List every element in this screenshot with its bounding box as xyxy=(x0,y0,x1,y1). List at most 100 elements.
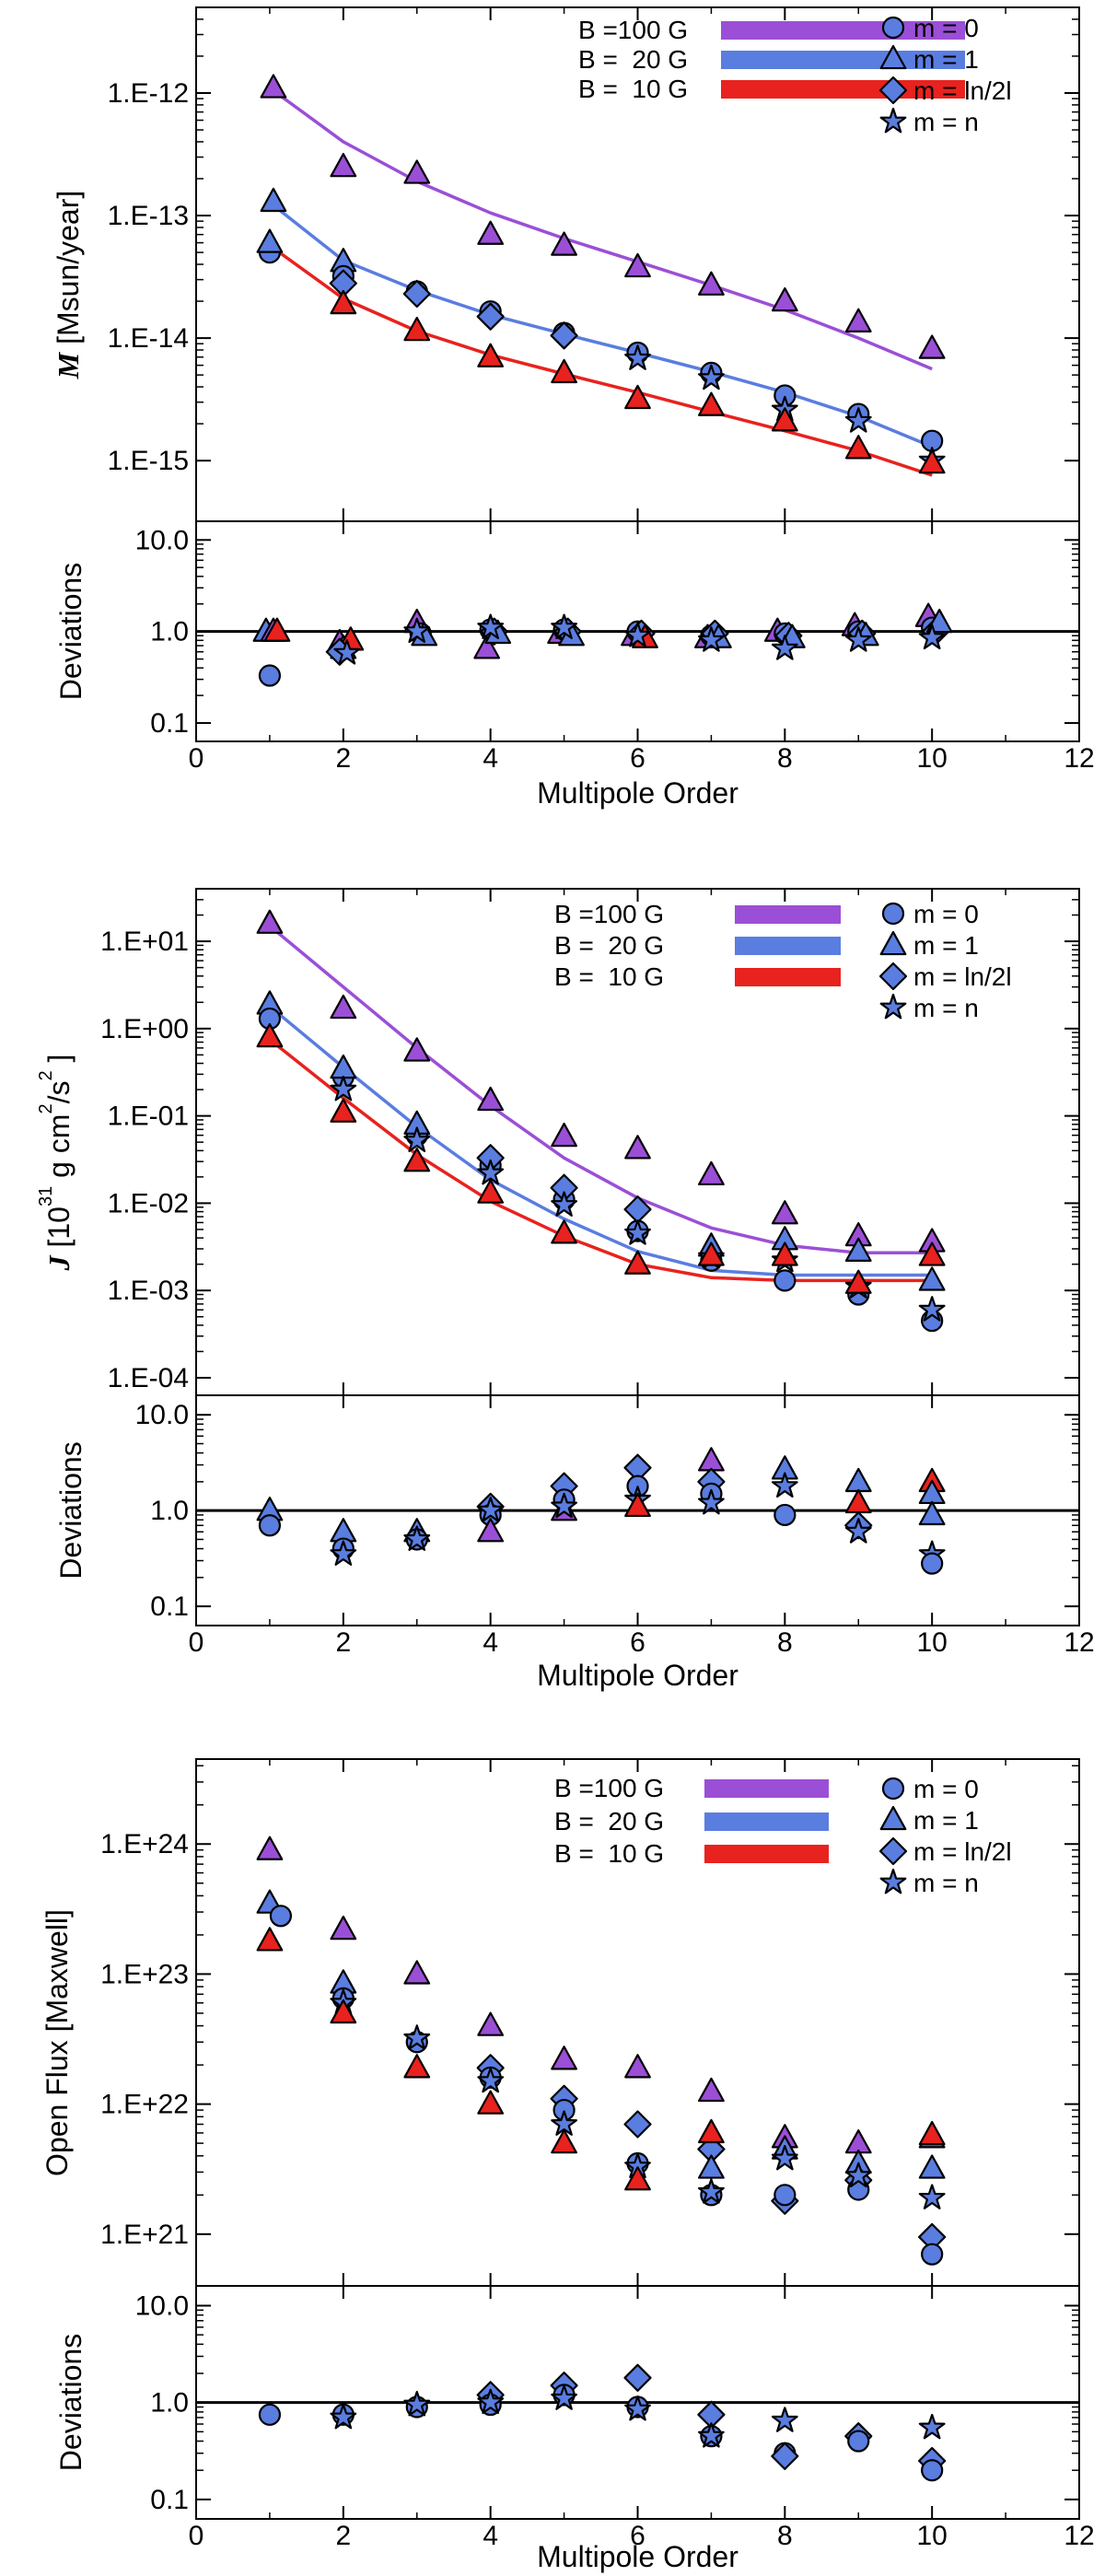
data-point-triangle xyxy=(256,1927,284,1952)
data-point-circle xyxy=(774,2184,797,2207)
data-point-triangle xyxy=(918,2120,946,2146)
legend-marker-circle xyxy=(881,1777,905,1801)
y-axis-title-part: [10 xyxy=(42,1206,76,1255)
data-point-triangle xyxy=(698,2118,725,2144)
legend-marker-circle xyxy=(881,902,905,926)
data-point-triangle xyxy=(477,2011,505,2036)
legend-bfield-swatch xyxy=(735,937,841,955)
data-point-star xyxy=(697,2178,725,2204)
legend-marker-triangle xyxy=(879,44,907,70)
data-point-triangle xyxy=(403,1037,431,1062)
data-point-triangle xyxy=(844,1237,872,1262)
x-tick-label: 4 xyxy=(483,743,498,774)
data-point-triangle xyxy=(844,308,872,332)
data-point-triangle xyxy=(330,289,357,315)
deviation-point-triangle xyxy=(477,1518,505,1543)
legend-marker-label: m = 0 xyxy=(913,900,979,928)
fit-curve-red xyxy=(268,1038,933,1283)
legend-bfield-swatch xyxy=(704,1813,829,1831)
legend-bfield-swatch xyxy=(704,1845,829,1863)
deviation-point-star xyxy=(624,622,651,647)
deviation-point-circle xyxy=(258,664,282,687)
y-axis-title-part: 2 xyxy=(36,1103,56,1113)
data-point-triangle xyxy=(477,1086,505,1112)
deviation-point-star xyxy=(477,2388,505,2415)
data-point-diamond xyxy=(476,302,505,331)
deviation-y-axis-title: Deviations xyxy=(54,563,87,700)
legend-marker-diamond xyxy=(878,76,908,105)
data-point-circle xyxy=(921,2243,944,2266)
legend-marker-star xyxy=(879,107,907,134)
data-point-triangle xyxy=(624,2166,651,2191)
fit-curve-blue xyxy=(268,201,933,449)
deviation-point-triangle xyxy=(624,1492,651,1518)
deviation-point-star xyxy=(844,1518,872,1544)
x-tick-label: 2 xyxy=(335,743,351,774)
legend-marker-label: m = 0 xyxy=(913,14,979,42)
y-tick-label: 1.E-01 xyxy=(108,1102,189,1132)
deviation-point-star xyxy=(333,639,361,665)
data-point-triangle xyxy=(551,2046,577,2070)
deviation-point-star xyxy=(918,2413,946,2440)
deviation-y-tick-label: 1.0 xyxy=(150,1496,189,1526)
data-point-triangle xyxy=(330,994,357,1020)
data-point-triangle xyxy=(624,1250,651,1275)
data-point-triangle xyxy=(918,1241,946,1266)
deviation-point-star xyxy=(330,1540,357,1567)
data-point-triangle xyxy=(698,1241,725,1266)
data-point-diamond xyxy=(402,279,431,309)
data-point-triangle xyxy=(330,1098,357,1123)
deviation-point-star xyxy=(697,2422,725,2448)
legend-marker-label: m = 1 xyxy=(913,931,979,960)
y-tick-label: 1.E+01 xyxy=(100,927,189,957)
legend-marker-triangle xyxy=(879,1805,907,1831)
legend-bfield-swatch xyxy=(704,1779,829,1798)
data-point-triangle xyxy=(256,228,284,253)
deviation-point-triangle xyxy=(473,635,501,659)
legend-bfield-swatch xyxy=(735,968,841,986)
data-point-triangle xyxy=(624,384,651,410)
legend-marker-label: m = ln/2l xyxy=(913,962,1012,991)
data-point-star xyxy=(844,407,872,433)
x-tick-label: 8 xyxy=(777,1627,793,1658)
deviation-point-triangle xyxy=(918,1500,946,1526)
deviation-point-star xyxy=(697,1488,725,1515)
data-point-triangle xyxy=(918,449,946,474)
data-point-triangle xyxy=(698,391,725,416)
y-axis-title: J [1031 g cm2/s2 ] xyxy=(36,1055,76,1272)
data-point-star xyxy=(403,2024,431,2050)
data-point-circle xyxy=(774,1269,797,1292)
data-point-star xyxy=(918,2184,946,2209)
y-tick-label: 1.E-03 xyxy=(108,1276,189,1306)
data-point-triangle xyxy=(403,1960,431,1985)
x-tick-label: 4 xyxy=(483,1627,498,1658)
y-axis-symbol: J xyxy=(42,1254,76,1271)
deviation-point-star xyxy=(844,626,872,652)
deviation-point-star xyxy=(771,1472,798,1498)
deviation-point-circle xyxy=(921,1552,944,1575)
y-axis-title-part: 2 xyxy=(36,1070,56,1080)
y-tick-label: 1.E-02 xyxy=(108,1188,189,1218)
y-axis-title: M [Msun/year] xyxy=(52,191,85,380)
legend-marker-triangle xyxy=(879,930,907,956)
data-point-triangle xyxy=(844,435,872,460)
data-point-triangle xyxy=(256,1022,284,1048)
y-axis-title-part: g cm xyxy=(42,1114,76,1186)
data-point-triangle xyxy=(698,1160,725,1186)
x-axis-title: Multipole Order xyxy=(537,2540,739,2573)
x-axis-title: Multipole Order xyxy=(537,776,739,810)
data-point-triangle xyxy=(477,2090,505,2115)
fit-curve-purple xyxy=(268,87,933,371)
y-axis-title: Open Flux [Maxwell] xyxy=(41,1909,74,2176)
legend-bfield-swatch xyxy=(721,80,965,99)
data-point-triangle xyxy=(771,1200,798,1225)
deviation-point-star xyxy=(697,626,725,652)
y-tick-label: 1.E+23 xyxy=(100,1959,189,1989)
x-tick-label: 0 xyxy=(189,1627,204,1658)
data-point-diamond xyxy=(623,2110,652,2139)
y-tick-label: 1.E+00 xyxy=(100,1014,189,1044)
plots-layer: 0 2 4 6 8 10 12 Multipole Order 1.E-15 1.E-14 1.E-… xyxy=(36,6,1095,2573)
data-point-triangle xyxy=(330,153,357,178)
data-point-triangle xyxy=(551,231,577,256)
deviation-point-star xyxy=(330,2403,357,2430)
